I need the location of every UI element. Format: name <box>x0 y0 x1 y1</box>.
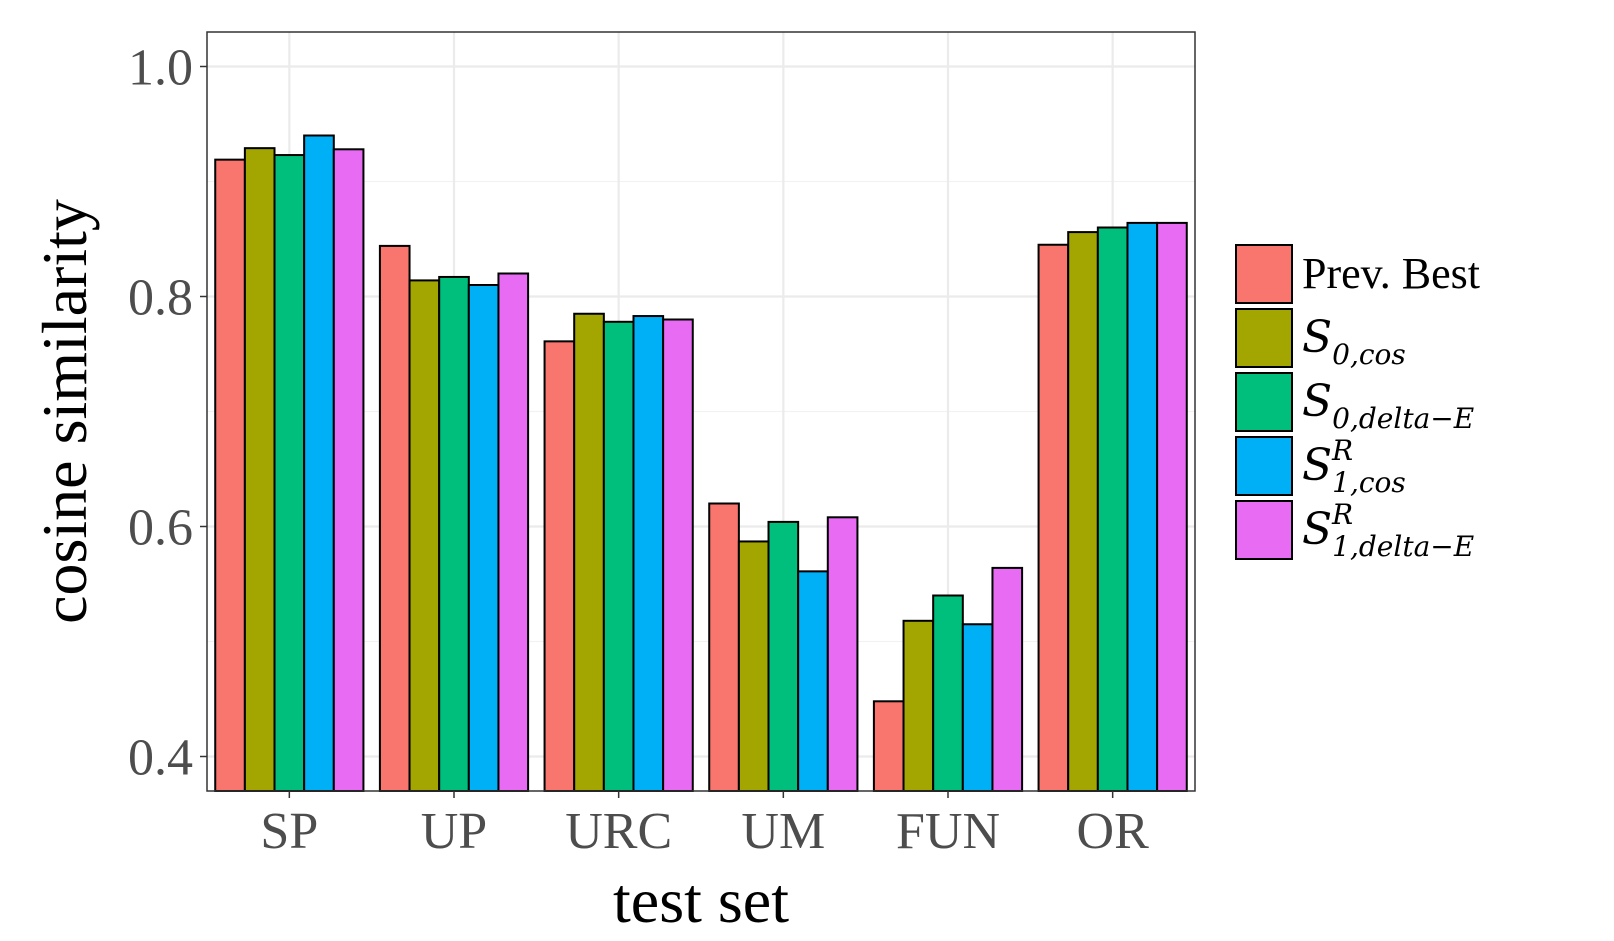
legend-key-0 <box>1235 244 1293 304</box>
bar-up-series-3 <box>467 284 500 792</box>
bar-fun-series-4 <box>991 566 1024 793</box>
bar-up-series-1 <box>408 279 441 792</box>
bar-um-series-0 <box>708 502 740 792</box>
bar-sp-series-4 <box>332 148 365 793</box>
bars <box>214 134 1188 793</box>
y-tick-label: 0.6 <box>128 500 193 557</box>
legend-label-1: S0,cos <box>1302 312 1406 371</box>
bar-fun-series-3 <box>961 623 994 792</box>
bar-urc-series-0 <box>543 340 576 792</box>
bar-up-series-0 <box>378 244 411 792</box>
bar-up-series-4 <box>497 272 530 792</box>
bar-urc-series-1 <box>573 312 605 792</box>
bar-fun-series-1 <box>902 619 935 792</box>
bar-urc-series-3 <box>632 315 665 792</box>
legend: Prev. BestS0,cosS0,delta−ES1,cosRS1,delt… <box>1235 244 1480 563</box>
bar-or-series-0 <box>1037 243 1070 792</box>
legend-superscript-4: R <box>1331 498 1353 531</box>
legend-key-2 <box>1235 372 1293 432</box>
legend-label-3: S1,cos <box>1302 440 1406 499</box>
bar-up-series-2 <box>438 275 470 792</box>
x-axis-ticks: SP UP URC UM FUN OR <box>260 791 1149 860</box>
y-axis-title: cosine similarity <box>29 199 100 624</box>
bar-sp-series-2 <box>273 154 306 793</box>
y-tick-label: 0.8 <box>128 270 193 327</box>
y-axis-ticks: 0.4 0.6 0.8 1.0 <box>128 40 207 787</box>
bar-or-series-2 <box>1096 226 1129 792</box>
x-tick-label: UP <box>421 803 487 860</box>
legend-key-1 <box>1235 308 1293 368</box>
bar-um-series-1 <box>737 540 770 793</box>
bar-urc-series-4 <box>662 318 694 792</box>
bar-fun-series-2 <box>932 594 964 792</box>
y-tick-label: 1.0 <box>128 40 193 97</box>
x-tick-label: FUN <box>896 803 1000 860</box>
x-axis-title: test set <box>613 865 789 936</box>
legend-key-3 <box>1235 436 1293 496</box>
legend-label-0: Prev. Best <box>1302 249 1480 298</box>
bar-urc-series-2 <box>602 320 635 792</box>
bar-or-series-3 <box>1126 221 1159 792</box>
x-tick-label: URC <box>565 803 672 860</box>
x-tick-label: SP <box>260 803 318 860</box>
bar-fun-series-0 <box>872 700 905 792</box>
bar-um-series-3 <box>797 570 829 792</box>
legend-label-4: S1,delta−E <box>1302 504 1474 563</box>
legend-label-2: S0,delta−E <box>1302 376 1474 435</box>
bar-sp-series-1 <box>243 147 276 792</box>
bar-um-series-4 <box>826 516 859 792</box>
x-tick-label: OR <box>1077 803 1150 860</box>
plot-panel-border <box>206 31 1196 792</box>
y-tick-label: 0.4 <box>128 730 193 787</box>
panel-border <box>206 31 1196 792</box>
bar-sp-series-3 <box>303 134 335 792</box>
legend-key-4 <box>1235 500 1293 560</box>
legend-superscript-3: R <box>1331 434 1353 467</box>
x-tick-label: UM <box>741 803 825 860</box>
bar-um-series-2 <box>767 520 800 793</box>
bar-sp-series-0 <box>214 158 246 792</box>
bar-or-series-4 <box>1156 221 1188 792</box>
bar-or-series-1 <box>1067 231 1099 793</box>
